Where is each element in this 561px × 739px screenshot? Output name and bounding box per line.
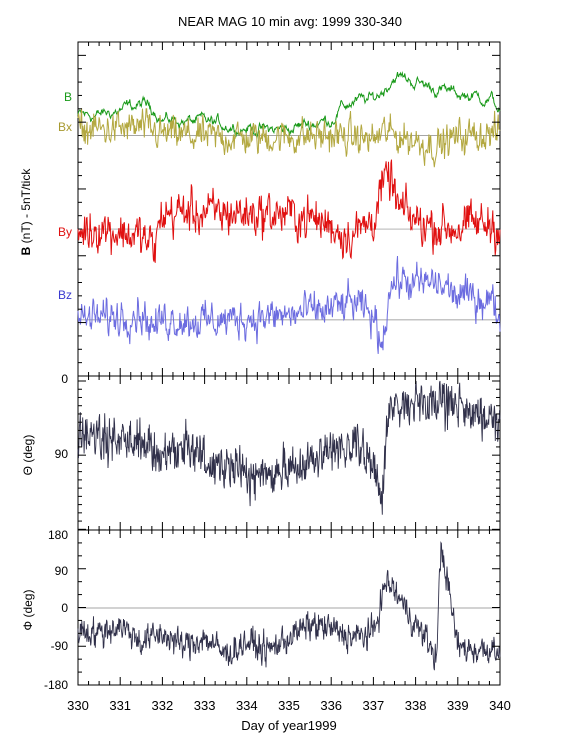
series-line-Bx — [77, 108, 501, 168]
field-ylabel: B (nT) - 5nT/tick — [19, 168, 33, 256]
theta-ylabel: Θ (deg) — [21, 435, 35, 476]
panel-theta: 0 90 Θ (deg) — [21, 372, 501, 531]
phi-ticks — [78, 529, 500, 686]
x-tick-label-335: 335 — [278, 698, 300, 713]
x-axis-ticks — [77, 42, 501, 685]
phi-tick-label-90: 90 — [55, 564, 69, 578]
phi-tick-label-neg90: -90 — [51, 639, 69, 653]
x-tick-label-332: 332 — [152, 698, 174, 713]
field-ylabel-bold: B — [19, 246, 33, 255]
theta-tick-label-90: 90 — [55, 447, 69, 461]
theta-ticks — [78, 380, 500, 530]
series-label-By: By — [58, 225, 72, 239]
chart-title: NEAR MAG 10 min avg: 1999 330-340 — [178, 14, 402, 29]
theta-tick-label-0: 0 — [61, 372, 68, 386]
series-label-Bz: Bz — [58, 288, 72, 302]
theta-series — [77, 380, 501, 515]
x-tick-label-340: 340 — [489, 698, 511, 713]
x-tick-label-334: 334 — [236, 698, 258, 713]
phi-tick-label-180: 180 — [48, 528, 68, 542]
x-tick-label-330: 330 — [67, 698, 89, 713]
phi-tick-label-0: 0 — [61, 601, 68, 615]
series-label-Bx: Bx — [58, 120, 72, 134]
phi-line-0 — [77, 541, 501, 671]
x-axis-tick-labels: 330 331 332 333 334 335 336 337 338 339 … — [67, 698, 511, 713]
panel-field-components: B Bx By Bz B (nT) - 5nT/tick — [19, 41, 501, 377]
x-tick-label-333: 333 — [194, 698, 216, 713]
phi-tick-label-neg180: -180 — [44, 678, 68, 692]
series-line-Bz — [77, 255, 501, 354]
field-ticks — [78, 41, 500, 377]
x-tick-label-331: 331 — [109, 698, 131, 713]
phi-ylabel: Φ (deg) — [21, 590, 35, 631]
panel-phi: 180 90 0 -90 -180 Φ (deg) — [21, 528, 501, 692]
series-line-By — [77, 159, 501, 263]
series-label-B: B — [64, 90, 72, 104]
field-series — [77, 71, 501, 354]
x-tick-label-337: 337 — [363, 698, 385, 713]
x-tick-label-338: 338 — [405, 698, 427, 713]
field-ylabel-rest: (nT) - 5nT/tick — [19, 168, 33, 247]
theta-line-0 — [77, 380, 501, 515]
x-axis-label: Day of year1999 — [241, 718, 336, 733]
x-tick-label-339: 339 — [447, 698, 469, 713]
panel-phi-frame — [77, 529, 501, 686]
phi-series — [77, 541, 501, 671]
x-tick-label-336: 336 — [320, 698, 342, 713]
